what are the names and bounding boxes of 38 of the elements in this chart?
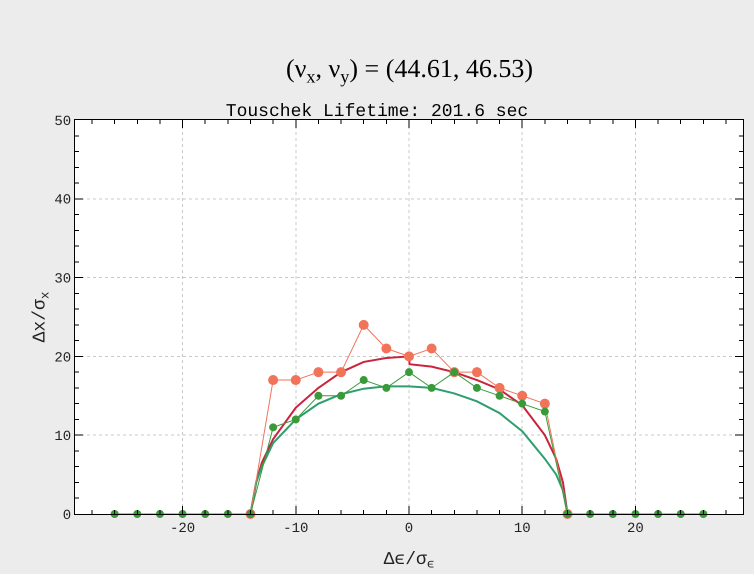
point bbox=[426, 344, 437, 354]
point bbox=[268, 375, 278, 386]
point bbox=[518, 400, 526, 408]
chart-title: Touschek Lifetime: 201.6 sec bbox=[226, 102, 528, 122]
x-axis-title: Δϵ/σ$_{ϵ}$ bbox=[384, 550, 434, 572]
point bbox=[269, 423, 278, 432]
x-tick-label: 10 bbox=[514, 520, 531, 537]
point bbox=[472, 367, 482, 378]
point bbox=[540, 398, 550, 409]
point bbox=[360, 376, 368, 384]
x-tick-label: -10 bbox=[283, 520, 308, 537]
point bbox=[290, 375, 301, 386]
point bbox=[405, 368, 413, 376]
point bbox=[313, 367, 324, 378]
point bbox=[494, 382, 505, 393]
point bbox=[292, 415, 300, 424]
y-tick-label: 50 bbox=[54, 114, 72, 130]
point bbox=[404, 351, 414, 362]
point bbox=[337, 392, 346, 400]
point bbox=[382, 384, 390, 392]
point bbox=[496, 392, 504, 400]
point bbox=[472, 384, 481, 392]
point bbox=[517, 390, 528, 401]
point bbox=[336, 367, 346, 378]
point bbox=[358, 320, 369, 330]
text: (ν$_{x}$, ν$_{y}$) = (44.61, 46.53) bbox=[286, 54, 534, 86]
x-tick-label: 0 bbox=[404, 520, 414, 537]
y-tick-label: 0 bbox=[62, 508, 72, 524]
x-tick-label: 20 bbox=[627, 520, 644, 537]
point bbox=[381, 344, 392, 354]
y-tick-label: 20 bbox=[54, 350, 72, 366]
y-tick-label: 40 bbox=[54, 192, 72, 209]
point bbox=[540, 408, 549, 416]
point bbox=[428, 384, 436, 392]
y-tick-label: 10 bbox=[54, 429, 72, 446]
y-tick-label: 30 bbox=[54, 272, 72, 288]
x-tick-label: -20 bbox=[170, 520, 196, 537]
point bbox=[314, 392, 322, 400]
